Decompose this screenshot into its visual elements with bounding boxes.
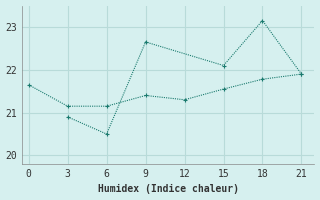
X-axis label: Humidex (Indice chaleur): Humidex (Indice chaleur) — [98, 184, 239, 194]
